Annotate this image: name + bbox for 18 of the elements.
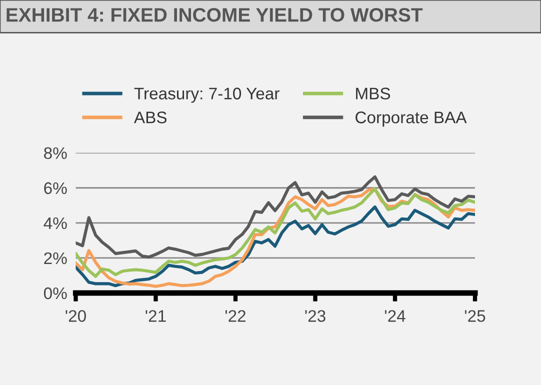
- y-tick-label: 6%: [44, 182, 67, 194]
- x-tick-label: '22: [225, 310, 246, 322]
- y-tick-label: 8%: [44, 147, 67, 160]
- y-tick-label: 0%: [44, 287, 67, 300]
- y-tick-label: 4%: [44, 217, 67, 230]
- x-tick-label: '20: [66, 310, 86, 322]
- line-series: [76, 205, 475, 288]
- legend-label: Corporate BAA: [356, 112, 467, 127]
- line-series: [76, 175, 475, 259]
- x-tick-label: '21: [146, 310, 166, 322]
- chart-title: EXHIBIT 4: FIXED INCOME YIELD TO WORST: [6, 8, 423, 22]
- x-tick-label: '25: [464, 310, 486, 322]
- legend-label: Treasury: 7-10 Year: [134, 88, 280, 103]
- legend-label: ABS: [134, 112, 167, 124]
- legend-label: MBS: [356, 88, 390, 100]
- x-tick-label: '24: [385, 310, 406, 322]
- y-tick-label: 2%: [44, 252, 67, 264]
- x-tick-label: '23: [305, 310, 326, 322]
